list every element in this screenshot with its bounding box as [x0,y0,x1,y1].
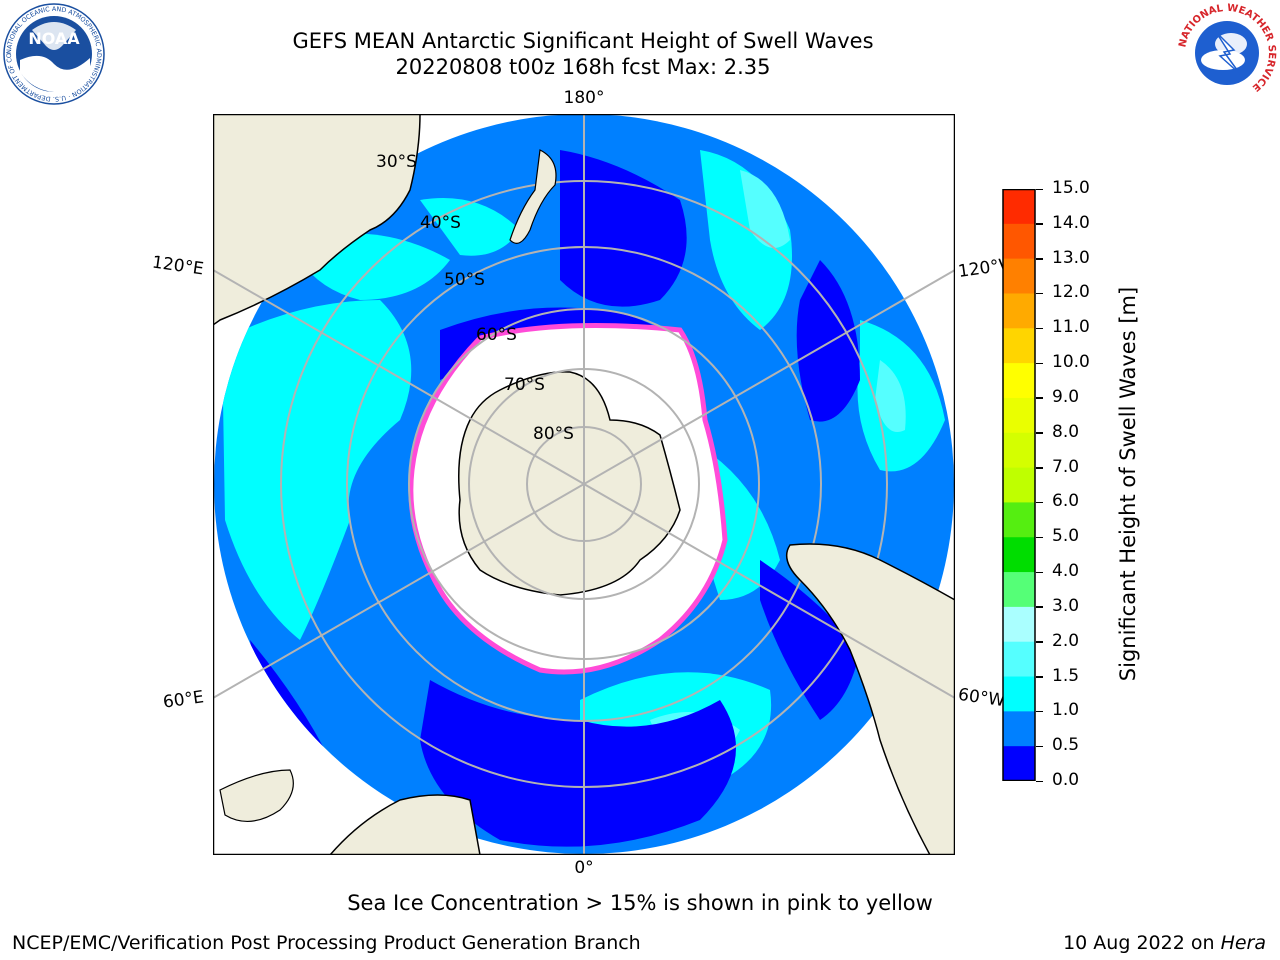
colorbar-tick-mark [1036,501,1043,504]
south-america-landmass [785,543,955,855]
colorbar-tick-label: 3.0 [1052,595,1080,616]
new-zealand-landmass [509,149,557,244]
colorbar-tick-label: 6.0 [1052,491,1080,512]
colorbar-tick-label: 14.0 [1052,212,1090,233]
colorbar-tick-mark [1036,223,1043,225]
lat-label-80s: 80°S [533,424,574,444]
colorbar-tick-label: 11.0 [1052,317,1090,338]
colorbar-tick-label: 0.5 [1052,735,1080,756]
colorbar-segment [1003,432,1035,469]
colorbar-tick-mark [1036,536,1043,539]
colorbar-segment [1003,537,1035,573]
colorbar-segment [1003,363,1035,399]
colorbar-tick-label: 10.0 [1052,352,1090,373]
date-text: 10 Aug 2022 on Hera [1063,932,1266,954]
colorbar-tick-label: 4.0 [1052,561,1080,582]
colorbar-tick-label: 8.0 [1052,421,1080,442]
colorbar-tick-mark [1036,188,1043,190]
colorbar-tick-label: 13.0 [1052,247,1090,268]
colorbar-tick-label: 2.0 [1052,630,1080,651]
date-label: 10 Aug 2022 on [1063,932,1221,954]
colorbar-tick-mark [1036,710,1043,713]
colorbar-tick-mark [1036,397,1043,399]
lat-label-60s: 60°S [476,325,517,345]
credit-text: NCEP/EMC/Verification Post Processing Pr… [12,932,641,954]
colorbar-tick-label: 7.0 [1052,456,1080,477]
colorbar-tick-mark [1036,641,1043,643]
polar-map [213,114,955,855]
colorbar-tick-mark [1036,467,1043,469]
colorbar-segment [1003,328,1035,364]
colorbar-segment [1003,676,1035,712]
colorbar-tick-label: 1.5 [1052,665,1080,686]
colorbar-segment [1003,606,1035,643]
colorbar-tick-mark [1036,606,1043,608]
colorbar-tick-mark [1036,362,1043,365]
madagascar-landmass [219,769,294,822]
nws-logo-icon: NATIONAL WEATHER SERVICE [1177,3,1277,102]
lon-label-0: 0° [574,858,594,878]
colorbar-tick-label: 12.0 [1052,282,1090,303]
colorbar-segment [1003,467,1035,503]
lon-label-120e: 120°E [150,252,205,280]
colorbar-segment [1003,258,1035,294]
sea-ice-note: Sea Ice Concentration > 15% is shown in … [347,891,933,915]
colorbar-tick-mark [1036,432,1043,434]
colorbar [1002,189,1036,781]
colorbar-tick-mark [1036,676,1043,678]
africa-landmass [329,794,481,855]
colorbar-segment [1003,189,1035,225]
colorbar-segment [1003,397,1035,434]
colorbar-tick-mark [1036,745,1043,748]
colorbar-segment [1003,711,1035,747]
colorbar-tick-label: 9.0 [1052,386,1080,407]
colorbar-tick-label: 1.0 [1052,700,1080,721]
colorbar-tick-label: 5.0 [1052,526,1080,547]
colorbar-tick-label: 0.0 [1052,770,1080,790]
chart-subtitle: 20220808 t00z 168h fcst Max: 2.35 [395,55,771,79]
lat-label-70s: 70°S [504,375,545,395]
lon-label-180: 180° [563,88,605,108]
colorbar-segment [1003,641,1035,678]
antarctica-landmass [458,371,681,596]
noaa-logo-text: NOAA [28,29,80,48]
colorbar-tick-mark [1036,258,1043,260]
colorbar-segment [1003,293,1035,329]
colorbar-tick-mark [1036,780,1043,782]
colorbar-tick-label: 15.0 [1052,178,1090,198]
colorbar-segment [1003,223,1035,260]
lat-label-30s: 30°S [376,152,417,172]
lat-label-50s: 50°S [444,270,485,290]
colorbar-title: Significant Height of Swell Waves [m] [1116,286,1140,682]
colorbar-segment [1003,746,1035,781]
colorbar-segment [1003,502,1035,538]
chart-title: GEFS MEAN Antarctic Significant Height o… [292,29,874,53]
lon-label-60e: 60°E [161,687,206,713]
noaa-logo-icon: NOAA NATIONAL OCEANIC AND ATMOSPHERIC AD… [2,2,105,105]
colorbar-segment [1003,572,1035,608]
colorbar-tick-mark [1036,571,1043,574]
host-name: Hera [1220,932,1266,954]
colorbar-tick-mark [1036,327,1043,330]
lon-label-60w: 60°W [956,684,1007,712]
colorbar-tick-mark [1036,292,1043,295]
lat-label-40s: 40°S [420,213,461,233]
